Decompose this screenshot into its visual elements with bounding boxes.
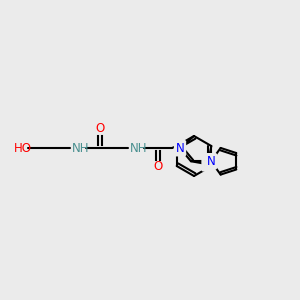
Text: HO: HO: [14, 142, 32, 154]
Text: S: S: [203, 157, 212, 170]
Text: N: N: [176, 142, 184, 155]
Text: O: O: [95, 122, 105, 136]
Text: O: O: [153, 160, 163, 173]
Text: NH: NH: [130, 142, 148, 154]
Text: N: N: [207, 155, 215, 168]
Text: NH: NH: [72, 142, 89, 154]
